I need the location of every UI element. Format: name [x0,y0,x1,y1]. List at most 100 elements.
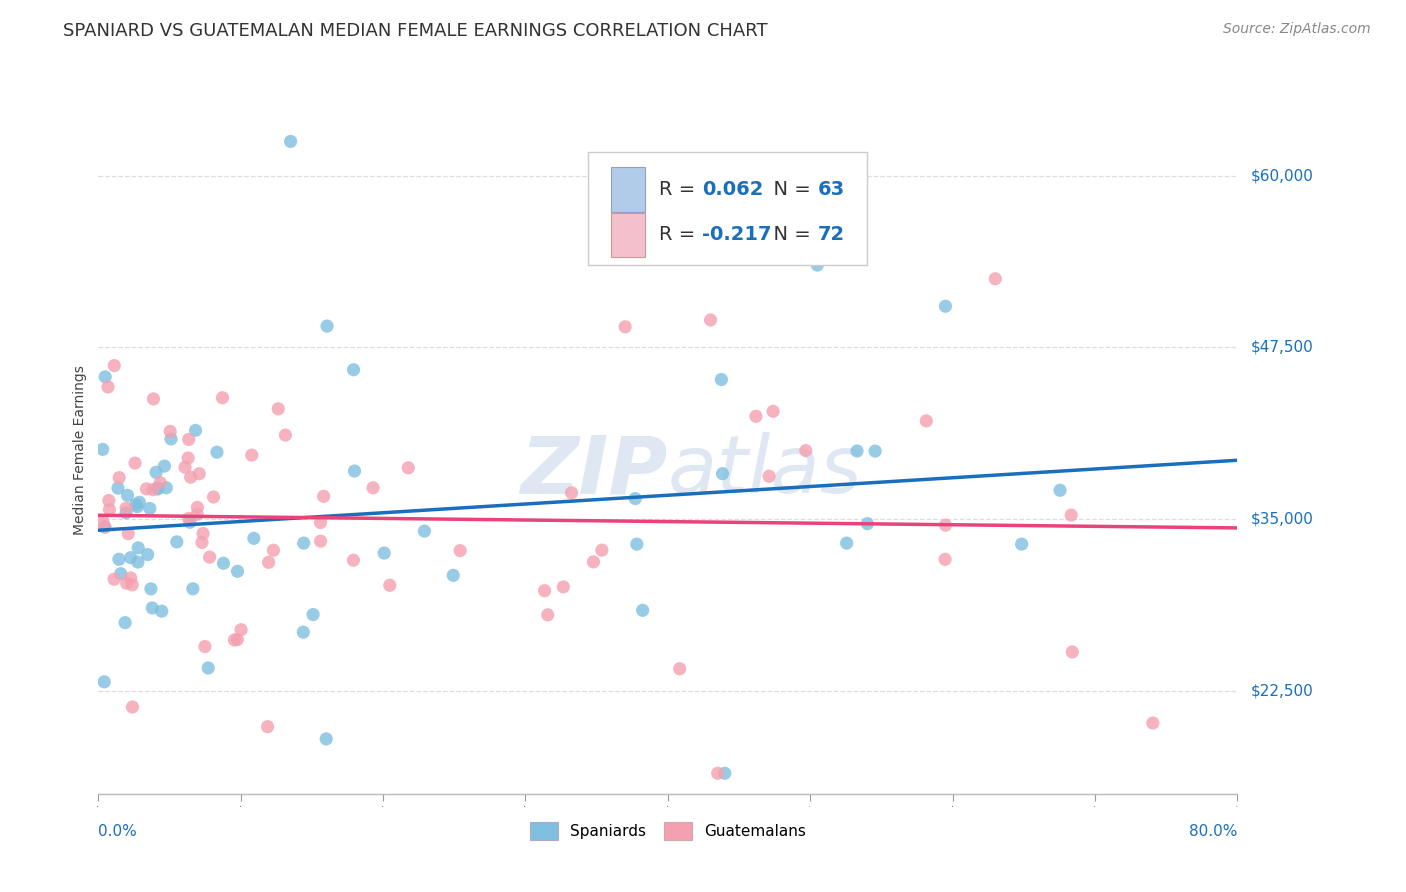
Text: ZIP: ZIP [520,432,668,510]
Point [984,271,1007,285]
Point [342,553,364,567]
Legend: Spaniards, Guatemalans: Spaniards, Guatemalans [523,814,813,848]
Point [120,571,142,585]
Point [224,632,246,647]
Point [180,470,202,484]
Point [127,555,149,569]
Point [302,607,325,622]
Point [146,481,169,495]
Point [1060,508,1083,522]
Point [205,445,228,459]
Point [127,500,149,514]
Point [343,464,366,478]
Text: $60,000: $60,000 [1251,169,1315,183]
Point [191,526,214,541]
Point [309,516,332,530]
Point [267,401,290,416]
Point [103,572,125,586]
Point [98,502,121,516]
Point [794,443,817,458]
Point [146,482,169,496]
Point [714,766,737,780]
Text: atlas: atlas [668,432,863,510]
Point [256,720,278,734]
Text: R =: R = [659,226,702,244]
Point [699,313,721,327]
Point [449,543,471,558]
Y-axis label: Median Female Earnings: Median Female Earnings [73,366,87,535]
Point [582,555,605,569]
Point [194,640,217,654]
Point [934,552,956,566]
Point [211,391,233,405]
Point [312,489,335,503]
Point [117,488,139,502]
Point [229,623,252,637]
Point [110,566,132,581]
Point [706,202,728,217]
Text: $35,000: $35,000 [1251,512,1315,526]
Point [94,369,117,384]
Point [159,425,181,439]
Point [316,319,339,334]
Point [91,442,114,457]
Point [1062,645,1084,659]
Point [711,467,734,481]
Point [198,550,221,565]
Point [124,456,146,470]
Point [537,607,560,622]
Point [292,625,315,640]
Point [706,766,728,780]
Text: $22,500: $22,500 [1251,683,1315,698]
Point [186,508,208,522]
Point [150,604,173,618]
Point [441,568,464,582]
Point [121,700,143,714]
Point [856,516,879,531]
Point [762,404,785,418]
Bar [612,167,645,211]
Point [591,543,613,558]
Point [103,359,125,373]
Point [141,601,163,615]
Point [115,506,138,520]
Point [121,578,143,592]
Point [257,555,280,569]
Point [274,428,297,442]
Point [184,423,207,437]
Point [142,483,165,497]
Point [710,372,733,386]
Point [139,582,162,596]
Point [124,498,146,512]
Point [197,661,219,675]
Point [396,460,419,475]
Point [120,550,142,565]
Point [361,481,384,495]
Point [626,537,648,551]
Point [560,486,582,500]
Point [631,603,654,617]
Point [553,580,575,594]
Point [378,578,401,592]
Point [128,495,150,509]
Point [94,519,117,533]
Text: 0.062: 0.062 [702,179,763,199]
Point [97,380,120,394]
Text: R =: R = [659,179,702,199]
Point [315,731,337,746]
Point [108,552,131,566]
Point [136,548,159,562]
Point [166,534,188,549]
Point [226,632,249,647]
Point [149,475,172,490]
Point [758,469,780,483]
Point [262,543,284,558]
Point [160,432,183,446]
Point [139,501,162,516]
Text: SPANIARD VS GUATEMALAN MEDIAN FEMALE EARNINGS CORRELATION CHART: SPANIARD VS GUATEMALAN MEDIAN FEMALE EAR… [63,22,768,40]
Point [117,526,139,541]
Point [243,532,266,546]
Point [835,536,858,550]
Point [934,518,956,533]
Point [212,556,235,570]
